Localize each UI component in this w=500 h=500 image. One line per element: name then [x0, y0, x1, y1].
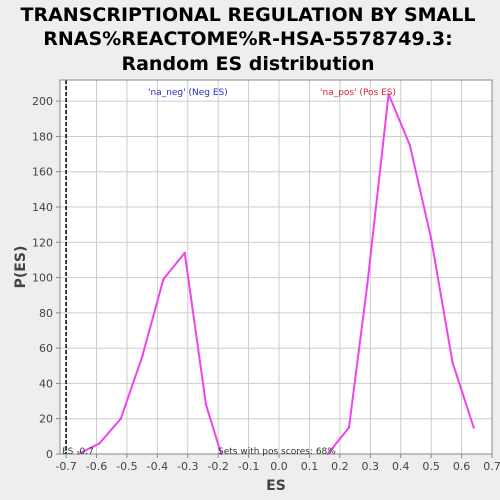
- x-tick-label: 0.0: [270, 460, 288, 473]
- pos-scores-annotation: Sets with pos scores: 68%: [218, 447, 336, 457]
- series-lines: [77, 92, 475, 456]
- y-tick-label: 100: [32, 272, 53, 285]
- y-tick-label: 40: [39, 377, 53, 390]
- data-point: [429, 237, 433, 240]
- x-tick-label: -0.4: [147, 460, 168, 473]
- data-point: [366, 283, 369, 286]
- legend-item-pos: 'na_pos' (Pos ES): [320, 88, 396, 98]
- es-marker-label: ES -0.7: [62, 447, 94, 457]
- data-point: [204, 403, 208, 406]
- data-point: [119, 417, 123, 420]
- y-axis-ticks: 0 20 40 60 80 100 120 140 160 180 200: [32, 95, 60, 461]
- data-point: [162, 278, 165, 281]
- data-point: [347, 426, 351, 429]
- x-tick-label: -0.3: [177, 460, 198, 473]
- x-tick-label: 0.6: [453, 460, 471, 473]
- y-tick-label: 60: [39, 342, 53, 355]
- x-tick-label: -0.7: [55, 460, 76, 473]
- data-point: [98, 442, 101, 445]
- series-line-pos: [326, 93, 475, 455]
- x-axis-ticks: -0.7 -0.6 -0.5 -0.4 -0.3 -0.2 -0.1 0.0 0.1 0.2 0.3…: [55, 454, 500, 473]
- data-point: [472, 426, 475, 429]
- data-point: [451, 361, 454, 364]
- y-tick-label: 180: [32, 130, 53, 143]
- x-tick-label: 0.3: [362, 460, 380, 473]
- y-tick-label: 200: [32, 95, 53, 108]
- y-tick-label: 120: [32, 236, 53, 249]
- chart-title-line-1: TRANSCRIPTIONAL REGULATION BY SMALL: [21, 4, 476, 26]
- y-tick-label: 80: [39, 307, 53, 320]
- data-point: [387, 92, 390, 96]
- x-tick-label: -0.2: [207, 460, 228, 473]
- series-line-neg: [77, 251, 223, 455]
- x-tick-label: -0.6: [86, 460, 107, 473]
- y-tick-label: 140: [32, 201, 53, 214]
- x-tick-label: 0.7: [483, 460, 500, 473]
- legend-item-neg: 'na_neg' (Neg ES): [148, 88, 228, 98]
- data-point: [140, 355, 144, 359]
- x-tick-label: 0.4: [392, 460, 410, 473]
- x-tick-label: 0.5: [422, 460, 440, 473]
- x-tick-label: -0.5: [116, 460, 137, 473]
- plot-area: [60, 80, 492, 454]
- y-tick-label: 160: [32, 166, 53, 179]
- x-tick-label: 0.2: [331, 460, 349, 473]
- y-tick-label: 0: [46, 448, 53, 461]
- x-tick-label: -0.1: [238, 460, 259, 473]
- chart-title: TRANSCRIPTIONAL REGULATION BY SMALL RNAS…: [21, 4, 476, 75]
- y-axis-label: P(ES): [13, 246, 29, 289]
- data-point: [183, 251, 186, 255]
- chart-title-line-2: RNAS%REACTOME%R-HSA-5578749.3:: [43, 28, 453, 50]
- x-axis-label: ES: [266, 478, 286, 494]
- chart-title-line-3: Random ES distribution: [121, 53, 374, 75]
- x-tick-label: 0.1: [301, 460, 319, 473]
- plot-frame: [59, 79, 493, 455]
- y-tick-label: 20: [39, 413, 53, 426]
- data-point: [408, 144, 412, 147]
